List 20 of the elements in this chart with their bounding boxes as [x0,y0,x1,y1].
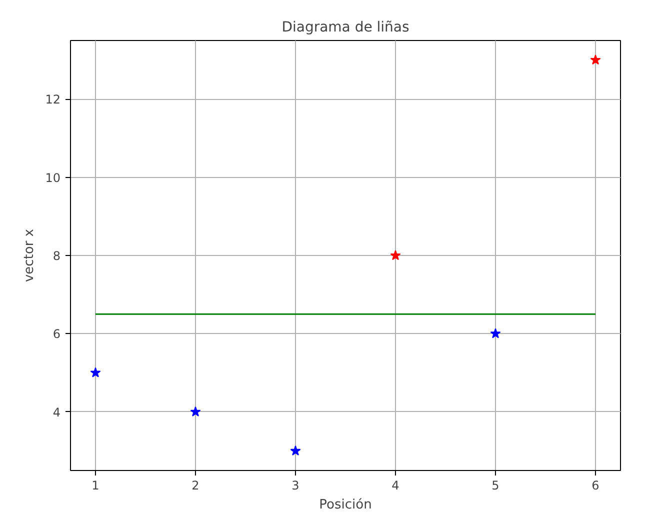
x-tick-label: 6 [592,478,600,492]
chart-title: Diagrama de liñas [282,20,410,36]
x-tick-label: 2 [192,478,200,492]
x-tick-label: 3 [292,478,300,492]
point [90,367,101,378]
y-tick-label: 12 [45,92,61,107]
point [490,328,501,338]
y-tick-label: 10 [45,170,61,185]
point [390,250,401,260]
x-axis-title: Posición [319,498,372,512]
x-tick-label: 1 [92,478,100,492]
y-axis-title: vector x [22,228,38,282]
point [190,406,201,416]
y-tick-label: 8 [52,249,61,263]
y-tick-label: 4 [52,405,61,420]
x-tick-label: 4 [392,478,400,492]
y-tick-label: 6 [52,327,61,342]
point [290,445,301,456]
x-tick-label: 5 [492,478,500,492]
point [590,54,601,65]
